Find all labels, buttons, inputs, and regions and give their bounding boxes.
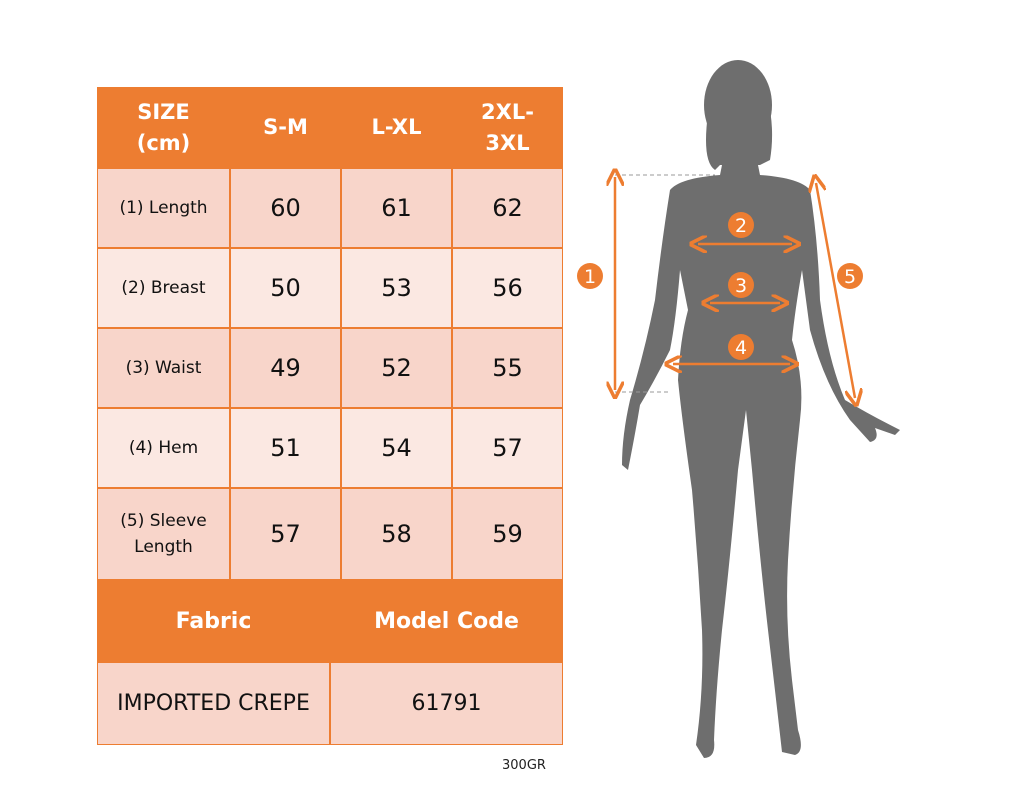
fabric-header: Fabric <box>97 580 330 662</box>
measurement-markers: 1 2 3 4 5 <box>577 212 863 360</box>
marker-1: 1 <box>577 263 603 289</box>
cell-value: 57 <box>452 408 563 488</box>
marker-3: 3 <box>728 272 754 298</box>
cell-value: 58 <box>341 488 452 580</box>
table-row: (2) Breast 50 53 56 <box>97 248 563 328</box>
row-label: (2) Breast <box>97 248 230 328</box>
body-silhouette-figure: 1 2 3 4 5 <box>577 60 900 758</box>
svg-text:5: 5 <box>844 266 856 288</box>
marker-2: 2 <box>728 212 754 238</box>
model-code-value: 61791 <box>330 662 563 745</box>
table-header-row: SIZE (cm) S-M L-XL 2XL- 3XL <box>97 87 563 168</box>
table-row: (1) Length 60 61 62 <box>97 168 563 248</box>
table-row: (5) Sleeve Length 57 58 59 <box>97 488 563 580</box>
header-s-m: S-M <box>230 87 341 168</box>
cell-value: 59 <box>452 488 563 580</box>
cell-value: 49 <box>230 328 341 408</box>
cell-value: 55 <box>452 328 563 408</box>
measurement-arrows <box>615 177 855 398</box>
footer-value-row: IMPORTED CREPE 61791 <box>97 662 563 745</box>
silhouette-icon <box>622 60 900 758</box>
row-label-text: (5) Sleeve Length <box>120 511 207 557</box>
row-label: (3) Waist <box>97 328 230 408</box>
cell-value: 50 <box>230 248 341 328</box>
marker-4: 4 <box>728 334 754 360</box>
header-text: 2XL- 3XL <box>481 99 534 155</box>
cell-value: 52 <box>341 328 452 408</box>
table-row: (3) Waist 49 52 55 <box>97 328 563 408</box>
cell-value: 61 <box>341 168 452 248</box>
svg-text:2: 2 <box>735 215 747 237</box>
model-code-header: Model Code <box>330 580 563 662</box>
row-label: (5) Sleeve Length <box>97 488 230 580</box>
footer-header-row: Fabric Model Code <box>97 580 563 662</box>
cell-value: 57 <box>230 488 341 580</box>
guide-lines <box>615 174 715 393</box>
cell-value: 54 <box>341 408 452 488</box>
table-row: (4) Hem 51 54 57 <box>97 408 563 488</box>
svg-text:3: 3 <box>735 275 747 297</box>
header-2xl-3xl: 2XL- 3XL <box>452 87 563 168</box>
cell-value: 62 <box>452 168 563 248</box>
cell-value: 53 <box>341 248 452 328</box>
header-l-xl: L-XL <box>341 87 452 168</box>
marker-5: 5 <box>837 263 863 289</box>
header-size: SIZE (cm) <box>97 87 230 168</box>
svg-text:4: 4 <box>735 337 747 359</box>
cell-value: 56 <box>452 248 563 328</box>
weight-note: 300GR <box>502 758 546 773</box>
row-label: (1) Length <box>97 168 230 248</box>
cell-value: 60 <box>230 168 341 248</box>
fabric-value: IMPORTED CREPE <box>97 662 330 745</box>
cell-value: 51 <box>230 408 341 488</box>
header-text: SIZE (cm) <box>136 99 191 155</box>
row-label: (4) Hem <box>97 408 230 488</box>
svg-text:1: 1 <box>584 266 596 288</box>
size-chart-table: SIZE (cm) S-M L-XL 2XL- 3XL (1) Length 6… <box>97 87 563 745</box>
